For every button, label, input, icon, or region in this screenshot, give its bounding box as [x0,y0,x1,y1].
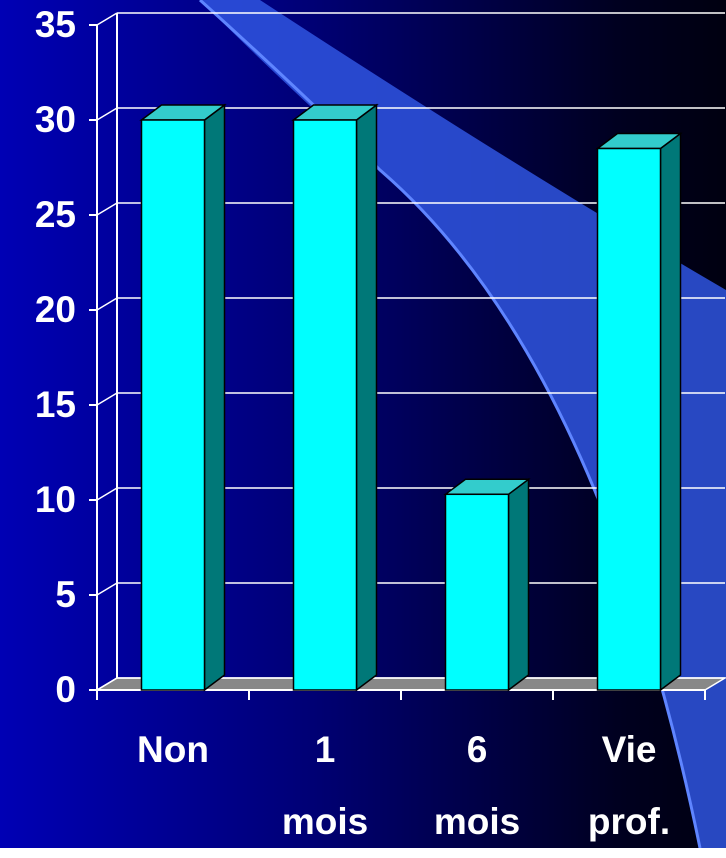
bar [140,119,206,691]
y-tick-label: 25 [35,194,76,235]
y-tick-label: 30 [35,99,76,140]
y-tick-label: 35 [35,4,76,45]
x-tick-label: 6 mois [433,729,521,842]
x-tick-label: Non [137,729,209,770]
x-tick-label: Vie prof. [587,729,671,842]
grid-line [96,392,118,406]
bar-side [507,477,530,692]
grid-line [96,107,118,121]
grid-line [96,487,118,501]
y-tick-label: 20 [35,289,76,330]
grid-line [96,202,118,216]
y-tick-label: 15 [35,384,76,425]
grid-line [96,297,118,311]
bar-side [659,132,682,692]
y-tick-label: 10 [35,479,76,520]
bar [292,119,358,691]
grid-line [96,12,118,26]
x-tick-label: 1 mois [281,729,369,842]
bar [444,493,510,691]
bar-side [355,103,378,692]
y-tick-label: 0 [55,669,76,710]
grid-line [96,582,118,596]
bar-side [203,103,226,692]
y-tick-label: 5 [55,574,76,615]
swoosh [200,0,726,848]
grid-line [96,677,118,691]
bar [596,147,662,691]
